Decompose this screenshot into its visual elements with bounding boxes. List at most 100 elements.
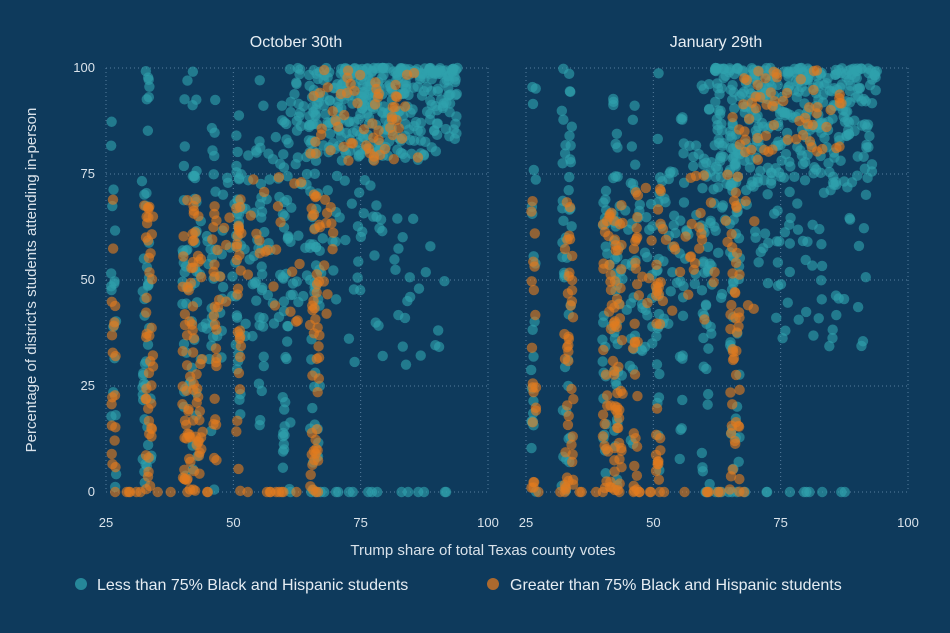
point-low-share: [667, 267, 678, 278]
point-low-share: [766, 175, 777, 186]
point-high-share: [642, 297, 653, 309]
point-low-share: [825, 185, 836, 196]
point-low-share: [254, 75, 265, 86]
point-high-share: [322, 82, 334, 93]
point-low-share: [863, 142, 874, 153]
point-high-share: [184, 316, 195, 327]
point-low-share: [331, 170, 343, 182]
point-low-share: [528, 351, 539, 362]
point-low-share: [389, 254, 400, 265]
point-high-share: [746, 144, 757, 156]
point-high-share: [628, 243, 640, 255]
point-low-share: [353, 187, 365, 198]
point-low-share: [816, 239, 827, 250]
point-high-share: [565, 300, 576, 311]
legend-label-high: Greater than 75% Black and Hispanic stud…: [510, 577, 842, 594]
point-low-share: [227, 271, 238, 282]
point-high-share: [292, 315, 303, 326]
point-low-share: [565, 140, 576, 151]
point-high-share: [722, 236, 733, 248]
point-low-share: [706, 156, 717, 168]
point-high-share: [208, 310, 220, 321]
point-high-share: [651, 403, 663, 414]
point-low-share: [256, 212, 267, 223]
point-high-share: [270, 244, 282, 255]
point-low-share: [304, 80, 315, 92]
point-high-share: [275, 216, 286, 228]
point-low-share: [713, 105, 724, 116]
point-high-share: [734, 384, 745, 396]
point-high-share: [367, 118, 378, 129]
point-low-share: [232, 146, 243, 158]
point-high-share: [526, 342, 538, 354]
point-low-share: [789, 171, 800, 183]
y-tick-label: 50: [81, 272, 95, 287]
point-low-share: [835, 155, 846, 166]
point-high-share: [781, 87, 793, 99]
point-high-share: [612, 422, 624, 434]
point-low-share: [278, 444, 290, 455]
point-high-share: [563, 355, 574, 367]
point-low-share: [443, 70, 454, 82]
point-high-share: [674, 266, 686, 278]
point-high-share: [311, 269, 323, 280]
point-high-share: [804, 102, 815, 113]
point-low-share: [816, 294, 827, 305]
point-high-share: [388, 154, 400, 165]
point-high-share: [106, 448, 117, 460]
point-low-share: [233, 110, 245, 121]
point-low-share: [278, 296, 290, 307]
point-low-share: [277, 431, 289, 442]
point-low-share: [407, 213, 419, 225]
point-high-share: [202, 486, 214, 498]
point-high-share: [345, 78, 356, 89]
point-high-share: [310, 148, 321, 159]
point-low-share: [374, 223, 385, 234]
point-low-share: [716, 288, 728, 300]
point-low-share: [365, 180, 376, 191]
point-high-share: [215, 271, 226, 282]
point-low-share: [421, 106, 433, 117]
point-low-share: [827, 324, 838, 335]
point-high-share: [390, 79, 401, 91]
point-high-share: [734, 312, 745, 323]
point-low-share: [376, 106, 387, 118]
point-low-share: [710, 96, 721, 108]
point-high-share: [817, 143, 828, 155]
point-high-share: [296, 177, 307, 188]
point-low-share: [105, 268, 117, 279]
point-high-share: [386, 114, 398, 125]
point-low-share: [527, 324, 538, 335]
point-high-share: [314, 87, 326, 99]
point-low-share: [597, 317, 609, 328]
point-high-share: [644, 486, 656, 498]
point-high-share: [109, 435, 120, 446]
point-low-share: [273, 311, 285, 323]
point-high-share: [144, 267, 155, 278]
point-low-share: [413, 283, 425, 294]
point-high-share: [668, 241, 680, 252]
point-low-share: [678, 197, 690, 208]
point-high-share: [709, 266, 720, 278]
point-low-share: [527, 98, 539, 110]
point-low-share: [784, 266, 796, 278]
point-high-share: [146, 398, 157, 409]
point-high-share: [221, 239, 232, 251]
point-low-share: [800, 306, 812, 318]
point-low-share: [629, 100, 640, 111]
point-low-share: [677, 310, 689, 322]
point-low-share: [678, 148, 689, 159]
point-high-share: [370, 77, 381, 88]
point-high-share: [825, 104, 836, 116]
point-high-share: [342, 65, 354, 76]
point-low-share: [860, 189, 872, 201]
point-high-share: [231, 426, 242, 437]
point-low-share: [706, 328, 717, 339]
point-low-share: [750, 232, 761, 243]
point-high-share: [616, 334, 628, 346]
point-high-share: [567, 431, 578, 442]
point-high-share: [135, 486, 146, 498]
point-high-share: [629, 460, 640, 472]
point-high-share: [604, 259, 615, 271]
point-high-share: [145, 355, 156, 367]
